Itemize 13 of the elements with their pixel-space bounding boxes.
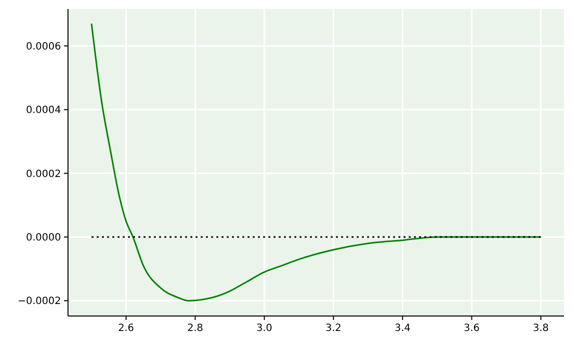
x-tick-label: 3.2 bbox=[326, 323, 342, 334]
y-tick-label: 0.0002 bbox=[26, 168, 61, 180]
y-tick-label: 0.0006 bbox=[26, 41, 61, 52]
x-tick-label: 2.6 bbox=[118, 323, 134, 334]
x-tick-label: 2.8 bbox=[187, 323, 204, 334]
x-tick-label: 3.4 bbox=[394, 323, 411, 334]
x-tick-label: 3.8 bbox=[532, 323, 549, 334]
y-tick-label: 0.0000 bbox=[26, 232, 61, 244]
y-tick-label: −0.0002 bbox=[18, 296, 61, 308]
x-tick-label: 3.0 bbox=[256, 323, 272, 334]
y-tick-label: 0.0004 bbox=[26, 105, 61, 116]
x-tick-label: 3.6 bbox=[464, 323, 480, 334]
line-series bbox=[90, 22, 542, 302]
